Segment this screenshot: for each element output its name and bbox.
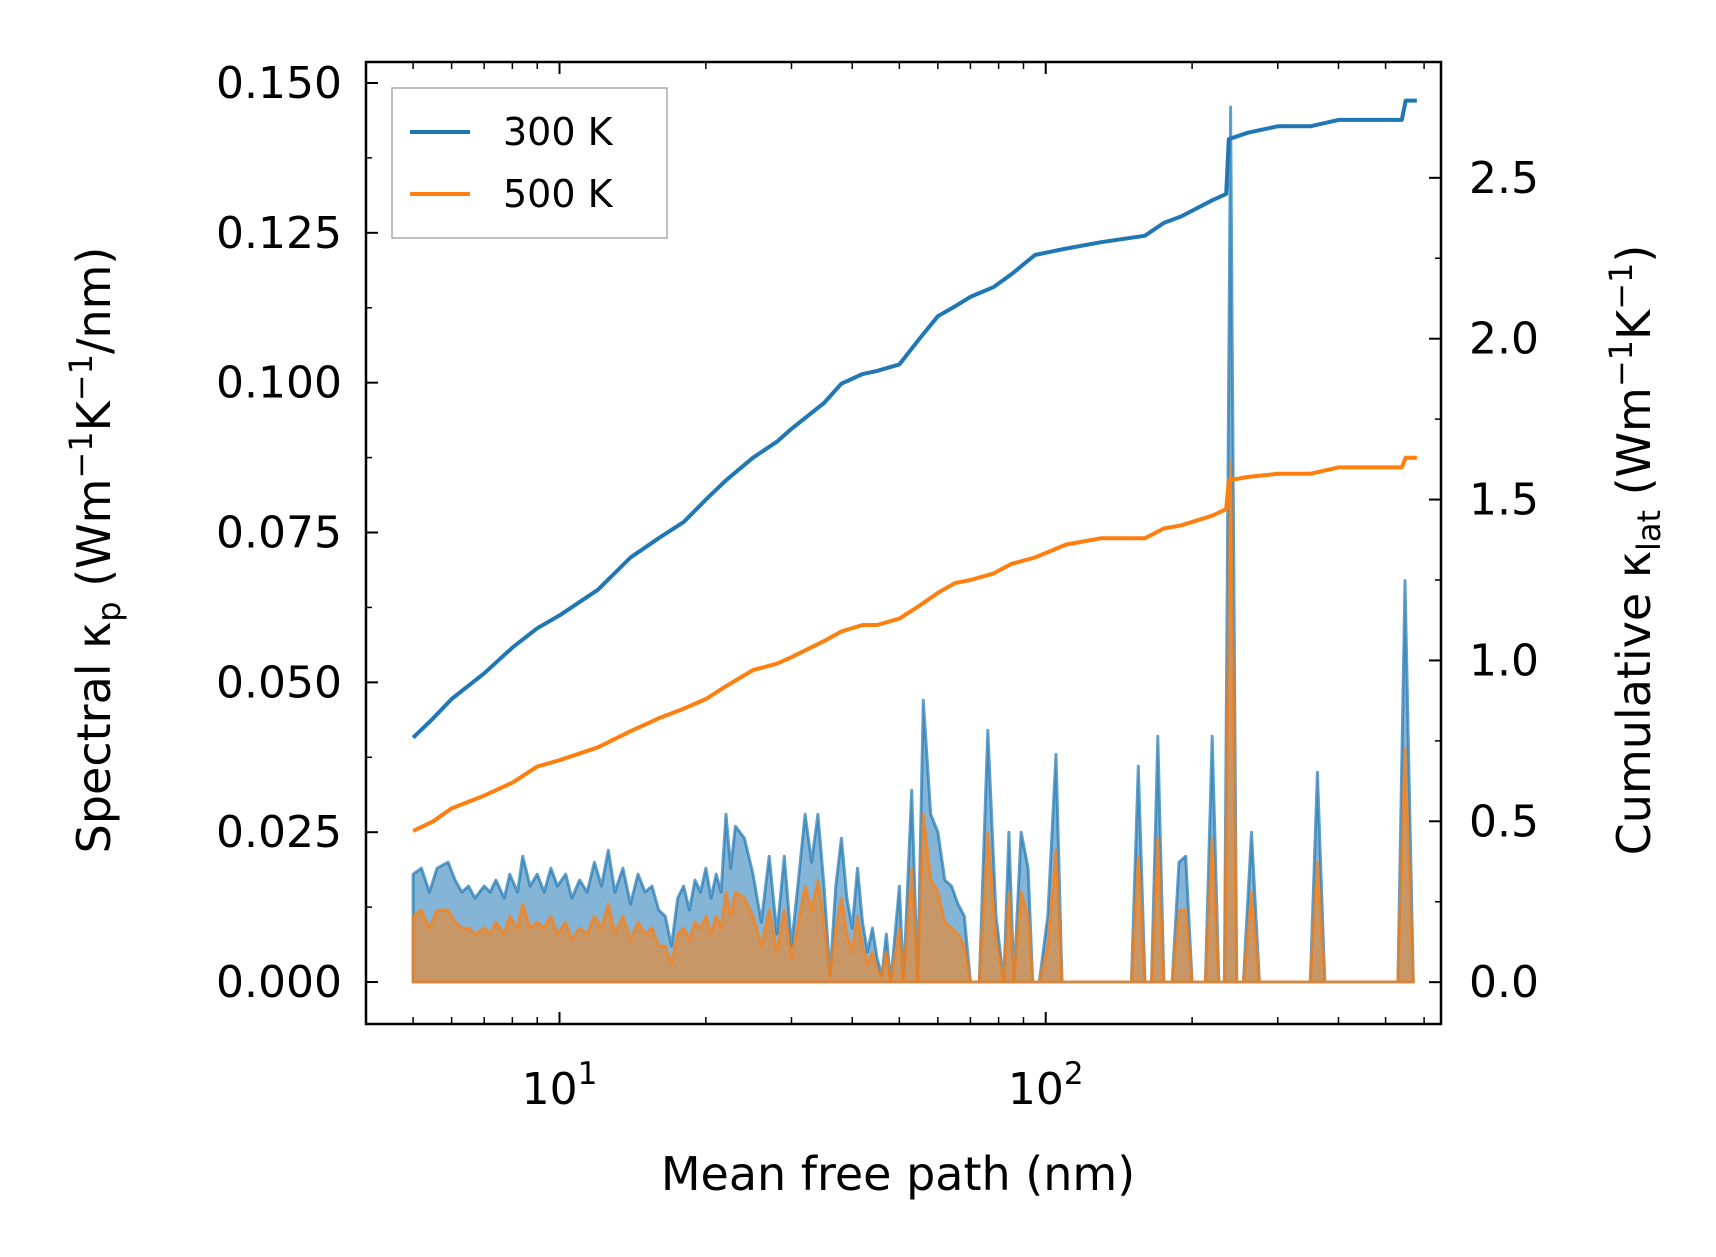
y-left-label-k: K	[67, 399, 121, 431]
y-right-label-suffix: )	[1607, 245, 1661, 263]
x-tick-label: 101	[522, 1056, 598, 1115]
y-left-label-prefix: Spectral κ	[67, 622, 121, 854]
legend-label-300k: 300 K	[503, 110, 614, 154]
y-left-tick-label: 0.075	[216, 508, 342, 559]
y-right-tick-label: 0.0	[1469, 957, 1539, 1008]
y-left-tick-label: 0.150	[216, 58, 342, 109]
spectral-fill-layer	[411, 105, 1415, 984]
legend: 300 K 500 K	[391, 87, 668, 239]
x-tick-exponent: 2	[1064, 1056, 1084, 1092]
y-right-label-sub: lat	[1630, 510, 1668, 551]
y-left-tick-label: 0.025	[216, 807, 342, 858]
y-left-label-sub: p	[90, 601, 128, 621]
cumulative-line-layer	[411, 98, 1417, 833]
y-left-label-sup1: −1	[62, 431, 100, 478]
plot-frame	[364, 60, 1443, 1026]
x-axis-label: Mean free path (nm)	[661, 1147, 1135, 1201]
y-right-label-mid: (Wm	[1607, 387, 1661, 510]
y-axis-label-right: Cumulative κlat (Wm−1K−1)	[1602, 245, 1668, 856]
y-right-tick-label: 2.0	[1469, 314, 1539, 365]
y-left-tick-label: 0.100	[216, 358, 342, 409]
y-right-tick-label: 2.5	[1469, 153, 1539, 204]
y-left-label-mid: (Wm	[67, 479, 121, 602]
y-left-tick-label: 0.000	[216, 957, 342, 1008]
y-left-label-sup2: −1	[62, 354, 100, 401]
y-left-label-suffix: /nm)	[67, 247, 121, 354]
y-right-label-k: K	[1607, 308, 1661, 340]
y-left-tick-label: 0.125	[216, 208, 342, 259]
y-right-tick-label: 0.5	[1469, 796, 1539, 847]
y-right-tick-label: 1.5	[1469, 475, 1539, 526]
y-axis-label-left: Spectral κp (Wm−1K−1/nm)	[62, 247, 128, 854]
cumulative-line-300k	[411, 98, 1417, 740]
y-right-label-sup1: −1	[1602, 340, 1640, 387]
y-left-tick-label: 0.050	[216, 657, 342, 708]
legend-box	[391, 87, 668, 239]
y-right-tick-label: 1.0	[1469, 635, 1539, 686]
x-tick-base: 10	[522, 1064, 578, 1115]
x-tick-base: 10	[1008, 1064, 1064, 1115]
y-right-label-sup2: −1	[1602, 263, 1640, 310]
cumulative-line-500k	[412, 455, 1417, 833]
spectral-area-500k	[411, 459, 1415, 984]
legend-label-500k: 500 K	[503, 172, 614, 216]
y-right-label-prefix: Cumulative κ	[1607, 551, 1661, 855]
tick-layer: 0.000 0.025 0.050 0.075 0.100 0.125 0.150 0.0 0.…	[216, 58, 1539, 1115]
x-tick-exponent: 1	[578, 1056, 598, 1092]
x-tick-label: 102	[1008, 1056, 1084, 1115]
